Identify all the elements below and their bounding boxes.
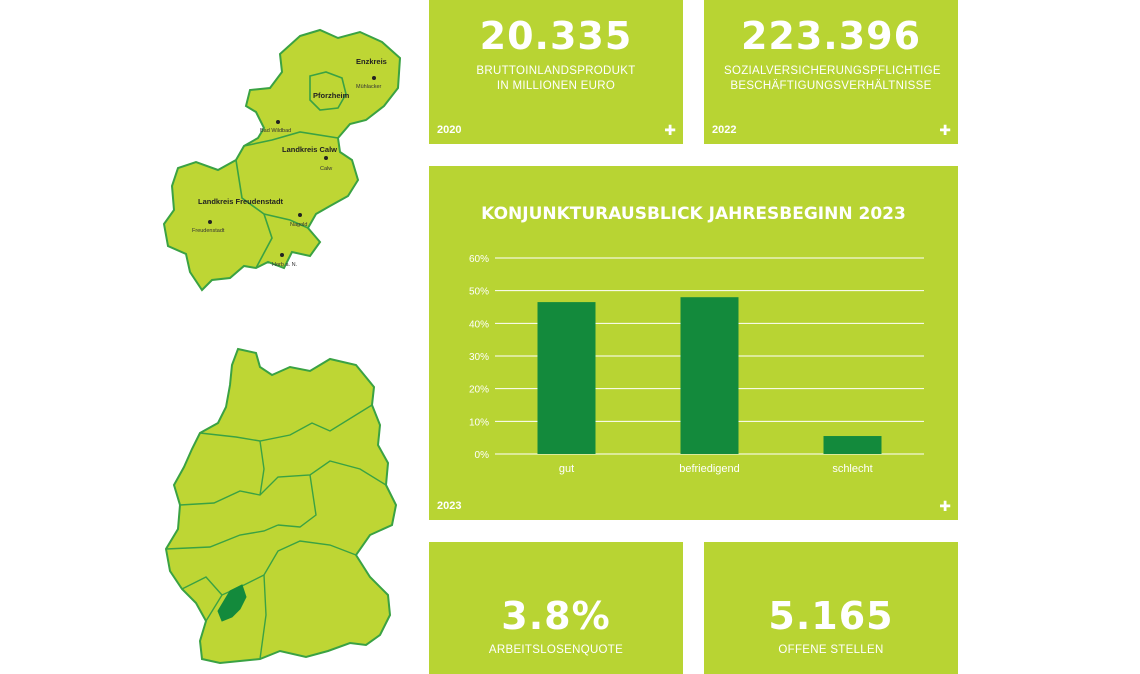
region-map: Enzkreis Pforzheim Landkreis Calw Landkr… (162, 28, 402, 292)
kpi-tile-gdp[interactable]: 20.335 BRUTTOINLANDSPRODUKT IN MILLIONEN… (429, 0, 683, 144)
region-label: Landkreis Freudenstadt (198, 197, 284, 206)
x-tick-label: schlecht (832, 463, 872, 475)
region-label: Landkreis Calw (282, 145, 337, 154)
state-border (199, 404, 373, 442)
place-label: Nagold (290, 222, 307, 228)
region-label: Enzkreis (356, 57, 387, 66)
kpi-label: SOZIALVERSICHERUNGSPFLICHTIGE BESCHÄFTIG… (724, 65, 941, 92)
kpi-label: ARBEITSLOSENQUOTE (488, 644, 624, 656)
place-label: Horb a. N. (272, 262, 298, 268)
x-tick-label: gut (559, 463, 574, 475)
kpi-value: 5.165 (768, 594, 894, 638)
place-label: Freudenstadt (192, 228, 225, 234)
bar (537, 302, 596, 454)
state-border (205, 540, 357, 622)
x-tick-label: befriedigend (679, 463, 740, 475)
state-border (165, 524, 279, 550)
place-label: Calw (320, 166, 332, 172)
y-tick-label: 30% (469, 352, 489, 363)
place-dot (276, 120, 280, 124)
kpi-tile-employment[interactable]: 223.396 SOZIALVERSICHERUNGSPFLICHTIGE BE… (704, 0, 958, 144)
chart-title: KONJUNKTURAUSBLICK JAHRESBEGINN 2023 (481, 204, 906, 224)
district-border (309, 71, 347, 111)
place-dot (372, 76, 376, 80)
state-border (277, 474, 317, 528)
kpi-value: 223.396 (740, 14, 922, 58)
state-border (259, 440, 265, 496)
place-label: Bad Wildbad (260, 128, 291, 134)
place-dot (280, 253, 284, 257)
state-border (259, 574, 267, 660)
state-border (179, 460, 387, 506)
germany-map (164, 347, 398, 665)
chart-tile[interactable]: KONJUNKTURAUSBLICK JAHRESBEGINN 2023 0% 1… (429, 166, 958, 520)
y-tick-label: 50% (469, 287, 489, 298)
bar-chart: 0% 10% 20% 30% 40% 50% 60% gut befriedigend schle… (469, 254, 924, 475)
bar (680, 297, 739, 454)
district-border (243, 131, 339, 147)
plus-icon[interactable]: ✚ (664, 122, 676, 138)
district-border (263, 213, 309, 229)
y-tick-label: 0% (475, 450, 490, 461)
highlight-region (217, 584, 247, 622)
place-dot (298, 213, 302, 217)
kpi-label: OFFENE STELLEN (778, 644, 884, 656)
bar (823, 436, 882, 454)
kpi-year: 2020 (437, 124, 462, 136)
region-map-outline (162, 28, 402, 292)
y-tick-label: 40% (469, 319, 489, 330)
kpi-tile-unemployment[interactable]: 3.8% ARBEITSLOSENQUOTE (429, 542, 683, 674)
place-label: Mühlacker (356, 84, 382, 90)
y-tick-label: 60% (469, 254, 489, 265)
region-label: Pforzheim (313, 91, 350, 100)
place-dot (324, 156, 328, 160)
germany-map-outline (164, 347, 398, 665)
y-tick-label: 20% (469, 385, 489, 396)
y-tick-label: 10% (469, 417, 489, 428)
plus-icon[interactable]: ✚ (939, 122, 951, 138)
kpi-label: BRUTTOINLANDSPRODUKT IN MILLIONEN EURO (476, 65, 636, 92)
kpi-year: 2022 (712, 124, 737, 136)
plus-icon[interactable]: ✚ (939, 498, 951, 514)
kpi-tile-vacancies[interactable]: 5.165 OFFENE STELLEN (704, 542, 958, 674)
state-border (181, 576, 223, 596)
kpi-value: 20.335 (479, 14, 633, 58)
chart-year: 2023 (437, 500, 462, 512)
kpi-value: 3.8% (501, 594, 611, 638)
place-dot (208, 220, 212, 224)
